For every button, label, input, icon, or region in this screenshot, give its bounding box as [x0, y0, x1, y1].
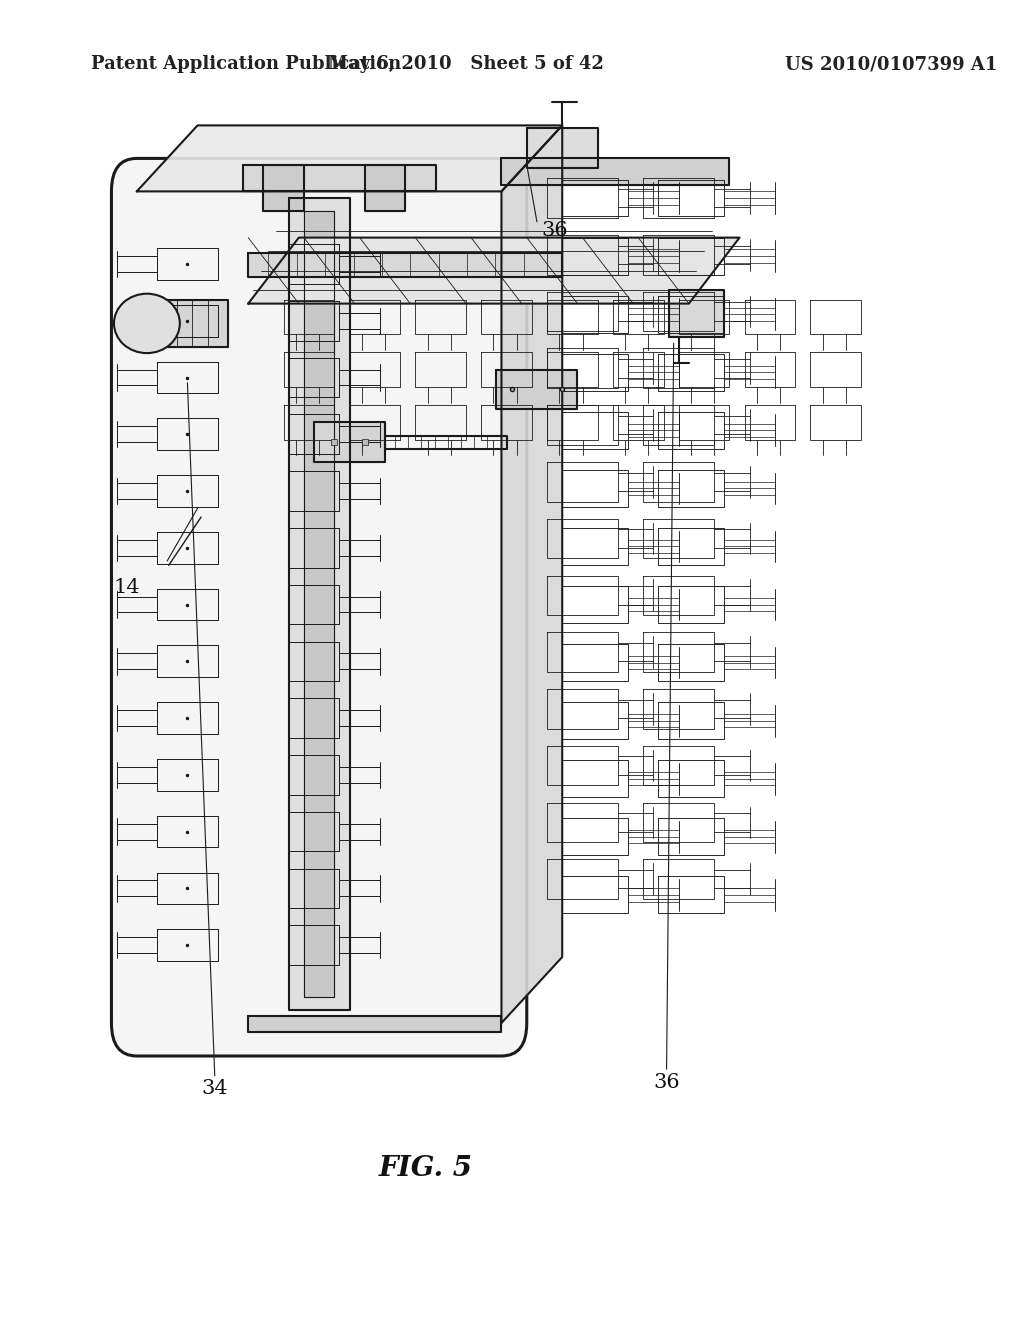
Text: Patent Application Publication: Patent Application Publication — [91, 55, 401, 74]
Ellipse shape — [114, 294, 180, 354]
Polygon shape — [502, 158, 729, 185]
Polygon shape — [146, 300, 228, 347]
Polygon shape — [248, 253, 562, 277]
Polygon shape — [243, 165, 435, 191]
Text: US 2010/0107399 A1: US 2010/0107399 A1 — [785, 55, 997, 74]
Text: 36: 36 — [542, 222, 568, 240]
Polygon shape — [314, 422, 385, 462]
Polygon shape — [502, 125, 562, 1023]
Text: FIG. 5: FIG. 5 — [379, 1155, 472, 1181]
Text: May 6, 2010   Sheet 5 of 42: May 6, 2010 Sheet 5 of 42 — [328, 55, 604, 74]
Text: 14: 14 — [114, 578, 140, 597]
Text: 34: 34 — [202, 1080, 228, 1098]
FancyBboxPatch shape — [112, 158, 526, 1056]
Polygon shape — [263, 165, 304, 211]
Polygon shape — [289, 198, 349, 1010]
Polygon shape — [365, 165, 406, 211]
Polygon shape — [248, 238, 739, 304]
Polygon shape — [304, 211, 334, 997]
Polygon shape — [526, 128, 598, 168]
Polygon shape — [497, 370, 578, 409]
Polygon shape — [248, 1016, 502, 1032]
Text: 36: 36 — [653, 1073, 680, 1092]
Polygon shape — [137, 125, 562, 191]
Polygon shape — [669, 290, 724, 337]
